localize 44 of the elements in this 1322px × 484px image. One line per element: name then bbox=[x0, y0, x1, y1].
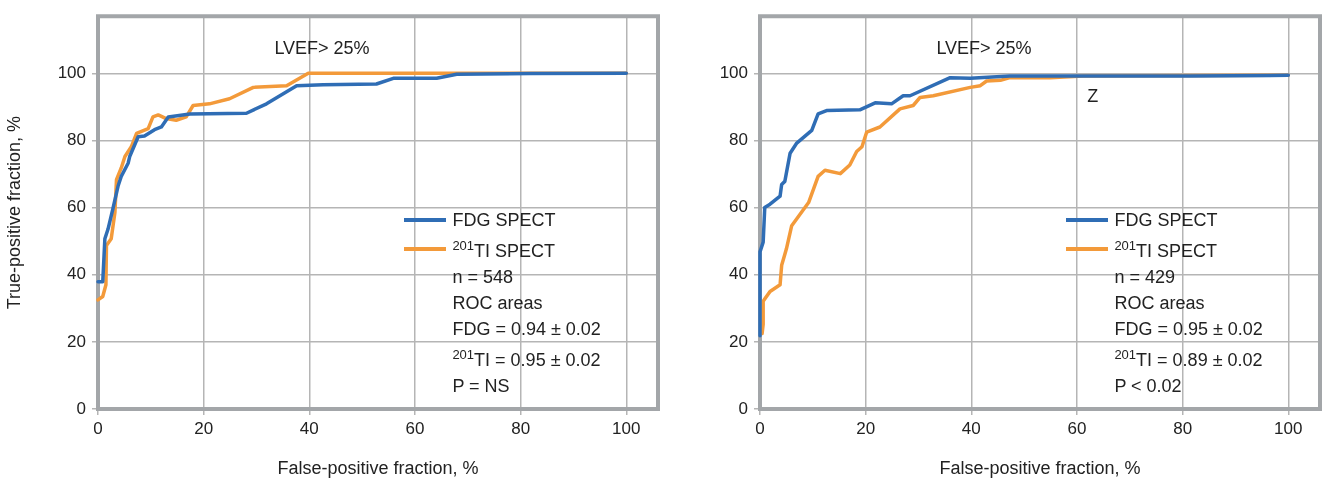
x-tick-label: 0 bbox=[755, 418, 765, 438]
annotation: n = 429 bbox=[1113, 266, 1176, 289]
y-tick-label: 60 bbox=[67, 197, 86, 217]
x-tick-label: 40 bbox=[299, 418, 319, 438]
x-axis-title: False-positive fraction, % bbox=[939, 458, 1141, 479]
annotation: LVEF> 25% bbox=[274, 38, 370, 59]
y-axis-title: True-positive fraction, % bbox=[3, 115, 24, 310]
x-tick-label: 60 bbox=[405, 418, 425, 438]
y-tick-label: 40 bbox=[67, 264, 86, 284]
y-tick-label: 20 bbox=[67, 331, 86, 351]
x-tick-label: 20 bbox=[856, 418, 876, 438]
x-tick-label: 80 bbox=[1173, 418, 1193, 438]
x-tick-label: 80 bbox=[511, 418, 531, 438]
legend-label: $^{201}$TI SPECT bbox=[452, 237, 556, 263]
y-tick-label: 100 bbox=[719, 62, 748, 82]
x-tick-label: 20 bbox=[194, 418, 214, 438]
y-tick-label: 80 bbox=[729, 130, 748, 150]
annotation: P = NS bbox=[451, 375, 511, 398]
annotation: ROC areas bbox=[451, 292, 544, 315]
legend-label: $^{201}$TI SPECT bbox=[1114, 237, 1218, 263]
y-tick-label: 40 bbox=[729, 264, 748, 284]
y-tick-label: 60 bbox=[729, 197, 748, 217]
y-tick-label: 0 bbox=[738, 398, 748, 418]
legend-label: FDG SPECT bbox=[452, 209, 556, 232]
annotation: $^{201}$TI = 0.89 ± 0.02 bbox=[1113, 346, 1263, 372]
x-tick-label: 0 bbox=[93, 418, 103, 438]
annotation: $^{201}$TI = 0.95 ± 0.02 bbox=[451, 346, 601, 372]
x-tick-label: 100 bbox=[1274, 418, 1303, 438]
x-tick-label: 100 bbox=[612, 418, 641, 438]
y-tick-label: 20 bbox=[729, 331, 748, 351]
annotation: LVEF> 25% bbox=[936, 38, 1032, 59]
annotation: P < 0.02 bbox=[1113, 375, 1183, 398]
y-tick-label: 0 bbox=[76, 398, 86, 418]
x-tick-label: 40 bbox=[961, 418, 981, 438]
x-tick-label: 60 bbox=[1067, 418, 1087, 438]
y-tick-label: 80 bbox=[67, 130, 86, 150]
x-axis-title: False-positive fraction, % bbox=[277, 458, 479, 479]
annotation: n = 548 bbox=[451, 266, 514, 289]
annotation: FDG = 0.95 ± 0.02 bbox=[1113, 318, 1263, 341]
legend-label: FDG SPECT bbox=[1114, 209, 1218, 232]
annotation: Z bbox=[1087, 85, 1099, 106]
y-tick-label: 100 bbox=[57, 62, 86, 82]
annotation: FDG = 0.94 ± 0.02 bbox=[451, 318, 601, 341]
annotation: ROC areas bbox=[1113, 292, 1206, 315]
